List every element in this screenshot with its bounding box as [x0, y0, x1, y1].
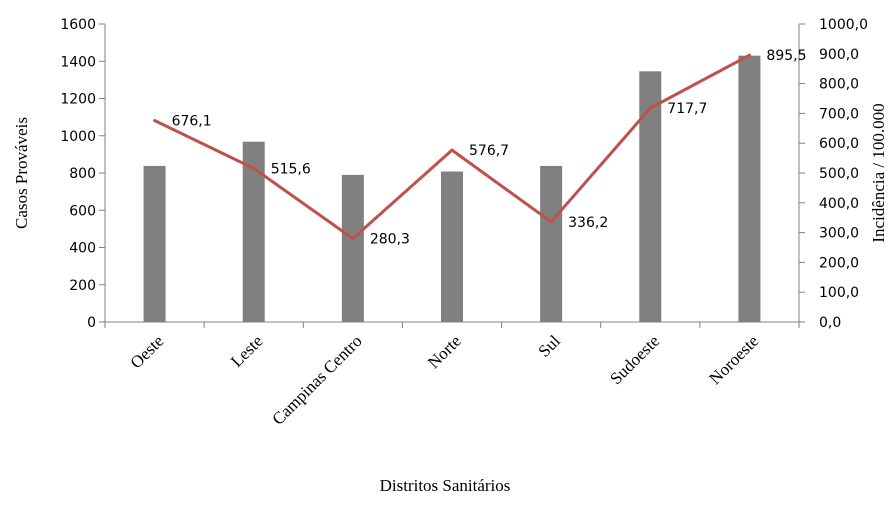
line-point [351, 236, 355, 240]
y2-tick-label: 800,0 [819, 77, 859, 93]
line-point [648, 106, 652, 110]
y-axis-title: Casos Prováveis [12, 117, 31, 229]
y-tick-label: 1000 [60, 129, 96, 145]
bar [540, 165, 563, 322]
line-point [549, 220, 553, 224]
x-tick-label: Leste [227, 331, 266, 370]
y-tick-label: 400 [69, 241, 96, 257]
bar [242, 141, 265, 322]
line-point [252, 166, 256, 170]
y-tick-label: 1200 [60, 92, 96, 108]
y2-tick-label: 200,0 [819, 255, 859, 271]
bar [143, 165, 166, 322]
y-tick-label: 800 [69, 166, 96, 182]
y2-tick-label: 600,0 [819, 136, 859, 152]
data-label: 280,3 [370, 231, 410, 247]
bar [441, 171, 463, 322]
y2-tick-label: 900,0 [819, 47, 859, 63]
x-tick-label: Oeste [127, 331, 168, 372]
y2-tick-label: 300,0 [819, 226, 859, 242]
y2-tick-label: 700,0 [819, 106, 859, 122]
bar [738, 55, 761, 322]
y2-axis-title: Incidência / 100.000 [869, 103, 888, 242]
x-tick-label: Campinas Centro [268, 331, 365, 428]
line-point [747, 53, 751, 57]
y2-tick-label: 500,0 [819, 166, 859, 182]
y2-tick-label: 100,0 [819, 285, 859, 301]
line-point [153, 119, 157, 123]
data-label: 895,5 [766, 48, 806, 64]
incidence-line [153, 53, 751, 240]
y2-tick-label: 400,0 [819, 196, 859, 212]
bar [341, 174, 364, 322]
x-axis-title: Distritos Sanitários [380, 476, 511, 495]
y-tick-label: 1600 [60, 17, 96, 33]
x-tick-label: Noroeste [705, 331, 762, 388]
data-label: 576,7 [469, 143, 509, 159]
y-tick-label: 0 [87, 315, 96, 331]
data-label: 515,6 [271, 161, 311, 177]
x-tick-label: Norte [424, 331, 465, 372]
line-point [450, 148, 454, 152]
y2-tick-label: 1000,0 [819, 17, 868, 33]
y-tick-label: 200 [69, 278, 96, 294]
x-tick-label: Sudoeste [606, 331, 663, 388]
y2-tick-label: 0,0 [819, 315, 841, 331]
bar [639, 71, 662, 323]
data-label: 336,2 [568, 215, 608, 231]
data-labels: 676,1 515,6 280,3 576,7 336,2 717,7 895,5 [172, 48, 807, 247]
bars [143, 55, 761, 323]
data-label: 676,1 [172, 114, 212, 130]
y-tick-label: 600 [69, 203, 96, 219]
y-tick-label: 1400 [60, 54, 96, 70]
data-label: 717,7 [667, 101, 707, 117]
x-tick-label: Sul [534, 331, 564, 361]
